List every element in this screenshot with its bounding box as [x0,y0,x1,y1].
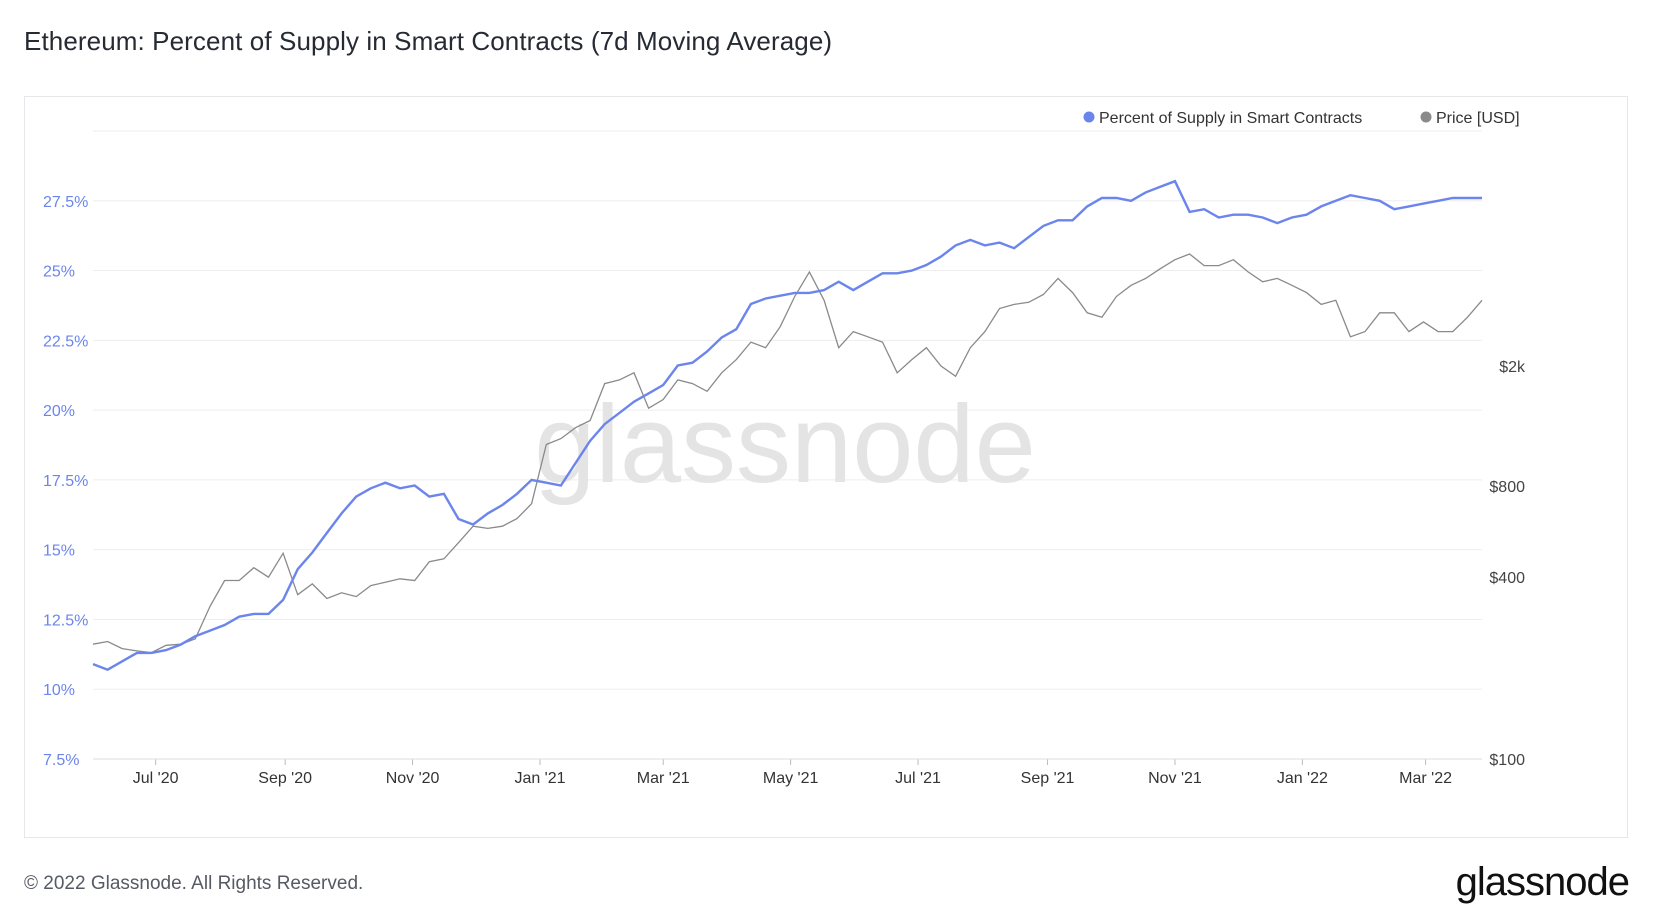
x-tick-label: Sep '20 [258,770,312,787]
x-tick-label: Jul '20 [133,770,179,787]
x-tick-label: Jan '21 [514,770,565,787]
y-right-tick-label: $2k [1499,359,1526,376]
y-left-tick-label: 20% [43,403,75,420]
legend-swatch-supply [1083,111,1095,123]
chart-svg: glassnode 7.5% 10% 12.5% 15% 17.5% 20% 22.5% 25… [43,110,1526,787]
y-left-tick-label: 17.5% [43,473,88,490]
page-title: Ethereum: Percent of Supply in Smart Con… [24,26,833,56]
x-tick-label: Jul '21 [895,770,941,787]
y-left-tick-label: 22.5% [43,333,88,350]
y-left-tick-label: 7.5% [43,752,79,769]
grid-lines [93,130,1482,760]
copyright-text: © 2022 Glassnode. All Rights Reserved. [24,873,364,894]
legend-swatch-price [1420,111,1432,123]
y-left-tick-label: 25% [43,264,75,281]
x-tick-label: Jan '22 [1277,770,1328,787]
x-tick-label: Mar '22 [1399,770,1452,787]
watermark: glassnode [534,383,1036,506]
y-right-tick-label: $800 [1489,479,1525,496]
y-right-tick-label: $400 [1489,570,1525,587]
y-left-tick-label: 27.5% [43,194,88,211]
y-right-tick-label: $100 [1489,752,1525,769]
price-series-line [92,253,1483,654]
x-axis: Jul '20 Sep '20 Nov '20 Jan '21 Mar '21 May '… [93,758,1482,787]
chart-panel: glassnode 7.5% 10% 12.5% 15% 17.5% 20% 22.5% 25… [24,96,1628,838]
brand-logo: glassnode [1455,860,1630,904]
x-tick-label: Nov '21 [1148,770,1202,787]
x-tick-label: Nov '20 [386,770,440,787]
y-left-tick-label: 15% [43,543,75,560]
y-left-tick-label: 10% [43,682,75,699]
x-tick-label: May '21 [763,770,819,787]
x-tick-label: Sep '21 [1021,770,1075,787]
y-left-tick-label: 12.5% [43,612,88,629]
legend-label-supply: Percent of Supply in Smart Contracts [1099,110,1362,127]
y-axis-right: $100 $400 $800 $2k [1489,359,1526,769]
x-tick-label: Mar '21 [637,770,690,787]
supply-series-line [92,179,1482,672]
y-axis-left: 7.5% 10% 12.5% 15% 17.5% 20% 22.5% 25% 27.5% [43,194,88,769]
legend-label-price: Price [USD] [1436,110,1520,127]
legend: Percent of Supply in Smart Contracts Pric… [1083,110,1520,127]
